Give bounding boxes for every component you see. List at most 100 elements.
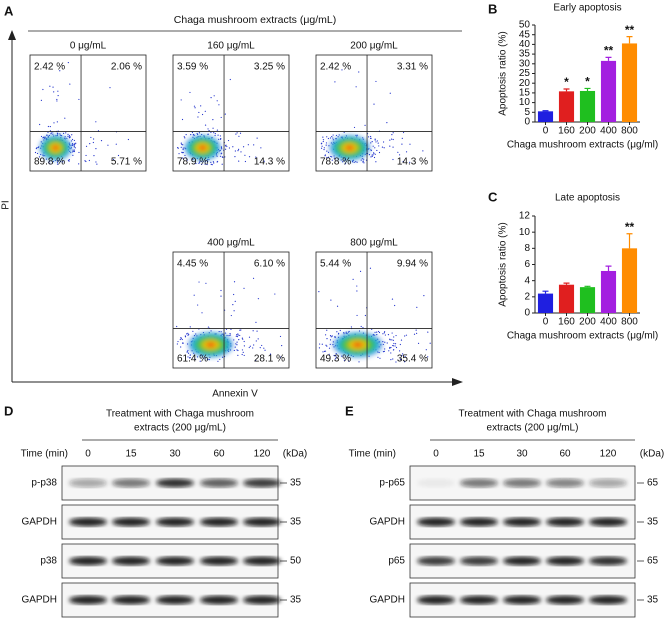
band — [589, 595, 627, 605]
x-tick-label: 200 — [579, 126, 596, 137]
scatter-dot — [115, 143, 117, 145]
y-tick-label: 0 — [524, 308, 530, 319]
scatter-dot — [53, 91, 55, 93]
scatter-dot — [401, 143, 403, 145]
density-cluster — [182, 133, 223, 162]
scatter-dot — [69, 83, 71, 85]
scatter-dot — [391, 134, 393, 136]
scatter-dot — [187, 334, 189, 336]
band — [243, 517, 281, 527]
scatter-dot — [187, 356, 189, 358]
x-axis-label: Chaga mushroom extracts (μg/ml) — [507, 140, 658, 151]
scatter-dot — [73, 145, 75, 147]
scatter-dot — [189, 354, 191, 356]
scatter-dot — [67, 135, 69, 137]
marker-label: 65 — [647, 556, 659, 567]
protein-label: GAPDH — [369, 517, 405, 528]
scatter-dot — [193, 294, 195, 296]
scatter-dot — [220, 116, 222, 119]
y-tick-label: 50 — [519, 20, 531, 31]
x-axis-label: Annexin V — [212, 389, 258, 400]
scatter-dot — [211, 164, 213, 166]
band — [156, 556, 194, 566]
y-tick-label: 12 — [519, 211, 531, 222]
scatter-dot — [224, 332, 227, 334]
scatter-dot — [204, 110, 206, 112]
scatter-dot — [219, 358, 221, 361]
scatter-dot — [85, 154, 87, 157]
scatter-dot — [358, 71, 360, 73]
time-point: 30 — [516, 449, 528, 460]
scatter-dot — [38, 156, 41, 158]
scatter-dot — [328, 347, 331, 349]
x-tick-label: 400 — [600, 126, 617, 137]
scatter-dot — [243, 345, 245, 347]
scatter-dot — [398, 154, 401, 156]
scatter-dot — [72, 151, 74, 153]
band — [243, 556, 281, 566]
scatter-dot — [326, 150, 328, 152]
scatter-dot — [382, 141, 385, 143]
y-tick-label: 2 — [524, 291, 530, 302]
scatter-dot — [93, 155, 95, 157]
scatter-dot — [330, 299, 332, 301]
scatter-dot — [395, 334, 397, 337]
scatter-dot — [240, 329, 242, 331]
scatter-dot — [395, 361, 397, 363]
scatter-dot — [40, 99, 43, 101]
protein-label: p65 — [388, 556, 405, 567]
scatter-dot — [219, 135, 222, 137]
scatter-dot — [56, 163, 59, 165]
scatter-dot — [334, 354, 336, 357]
scatter-dot — [72, 149, 74, 151]
marker-label: 50 — [290, 556, 302, 567]
scatter-dot — [195, 162, 197, 165]
scatter-dot — [364, 124, 366, 127]
scatter-dot — [191, 131, 194, 134]
scatter-dot — [387, 334, 390, 336]
scatter-dot — [405, 151, 408, 153]
scatter-dot — [392, 158, 394, 161]
scatter-dot — [84, 160, 86, 162]
y-axis-label: Apoptosis ratio (%) — [498, 222, 509, 306]
scatter-dot — [74, 143, 76, 145]
time-point: 120 — [254, 449, 271, 460]
scatter-dot — [252, 277, 255, 279]
scatter-dot — [78, 98, 80, 101]
scatter-dot — [198, 162, 200, 164]
scatter-dot — [220, 138, 222, 140]
scatter-dot — [57, 90, 59, 92]
scatter-dot — [236, 335, 239, 338]
scatter-dot — [330, 155, 332, 158]
scatter-dot — [239, 334, 241, 337]
scatter-dot — [384, 331, 386, 333]
scatter-dot — [71, 138, 74, 141]
quadrant-value: 4.45 % — [177, 259, 208, 270]
scatter-dot — [330, 336, 332, 338]
scatter-dot — [180, 146, 182, 148]
scatter-dot — [331, 136, 333, 138]
scatter-dot — [109, 87, 111, 89]
unit-label: (kDa) — [640, 449, 664, 460]
scatter-dot — [371, 140, 373, 143]
scatter-dot — [374, 138, 376, 140]
band — [69, 556, 107, 566]
scatter-dot — [177, 340, 179, 343]
quadrant-value: 2.42 % — [320, 62, 351, 73]
y-tick-label: 20 — [519, 78, 531, 89]
time-label: Time (min) — [349, 449, 396, 460]
scatter-dot — [48, 162, 50, 164]
scatter-dot — [220, 289, 222, 292]
scatter-dot — [358, 361, 360, 363]
scatter-dot — [279, 335, 282, 338]
band — [243, 595, 281, 605]
scatter-dot — [338, 134, 340, 136]
scatter-dot — [229, 334, 231, 336]
scatter-dot — [321, 145, 323, 147]
bar — [621, 43, 638, 122]
scatter-dot — [370, 137, 372, 139]
scatter-dot — [213, 162, 215, 164]
scatter-dot — [329, 343, 331, 345]
band — [156, 595, 194, 605]
scatter-dot — [73, 144, 76, 146]
